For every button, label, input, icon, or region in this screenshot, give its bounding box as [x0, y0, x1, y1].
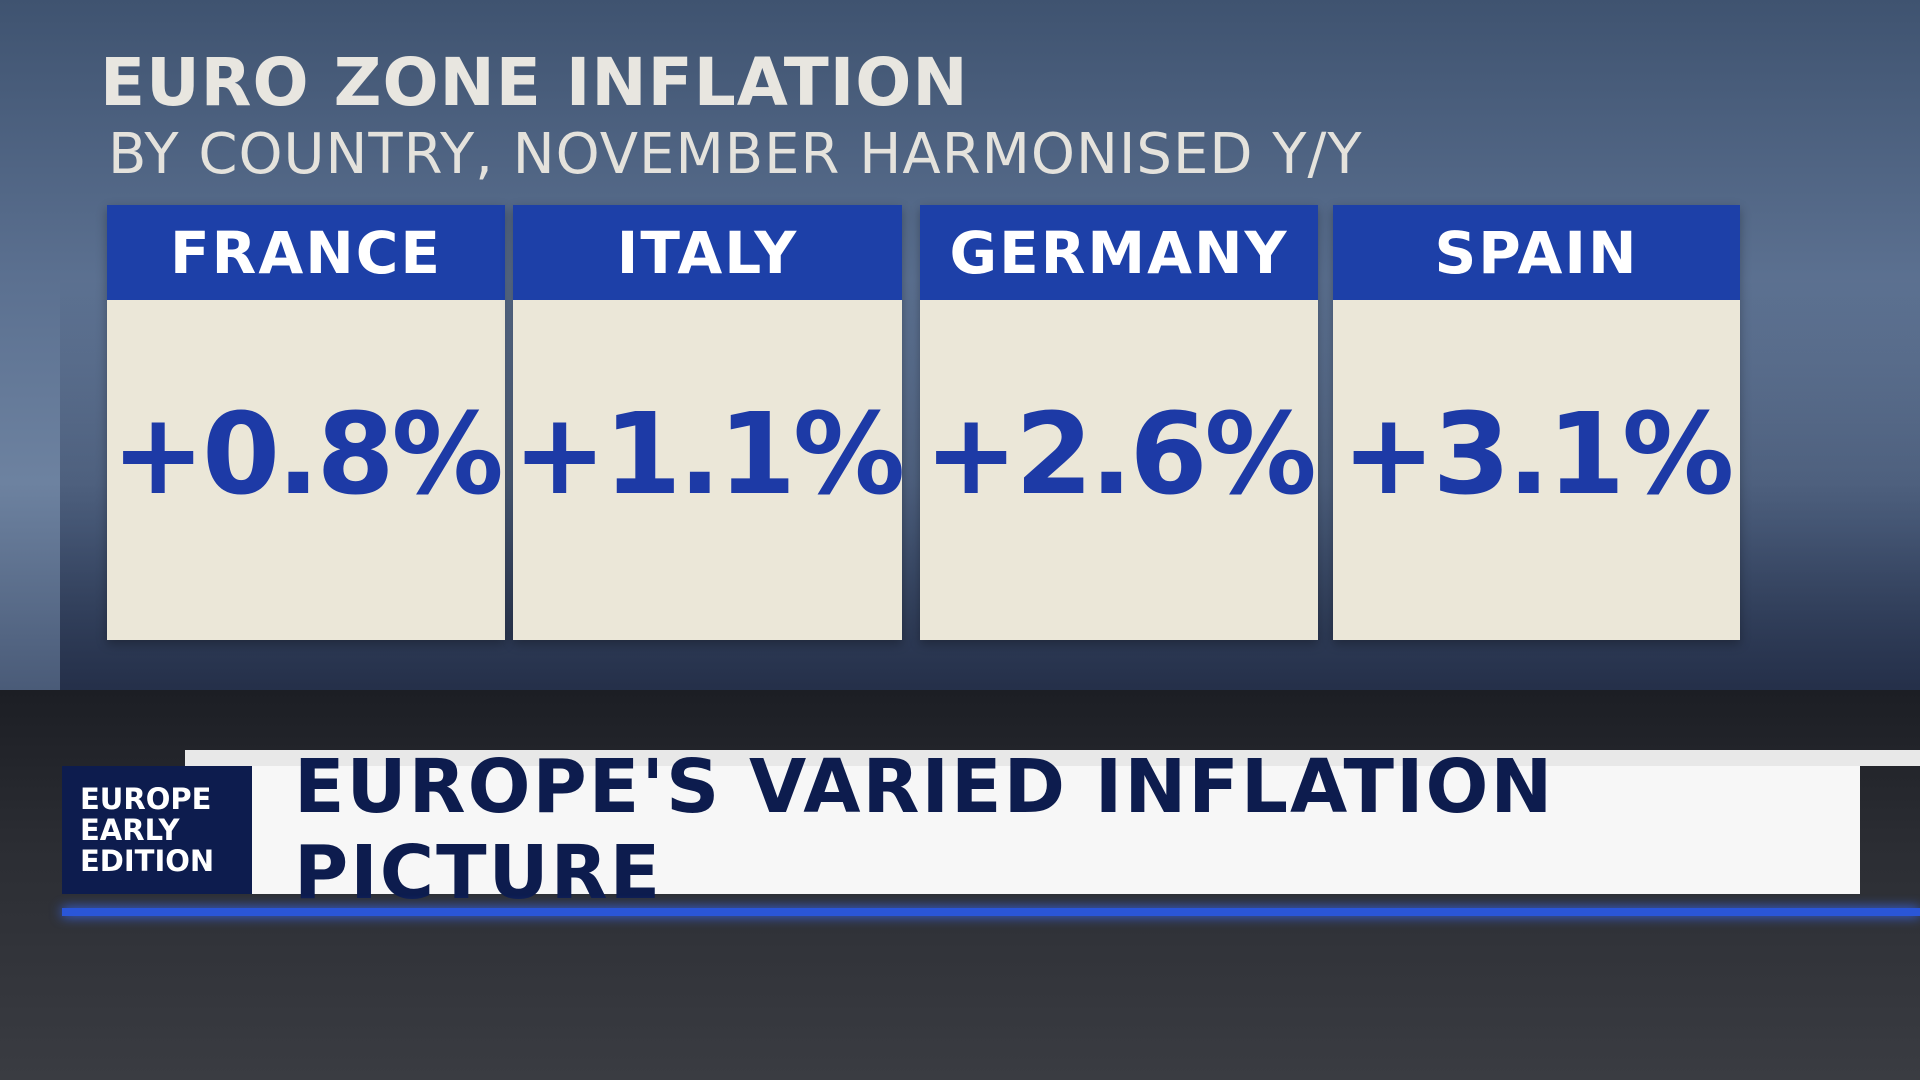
- brand-line: EUROPE: [80, 782, 212, 816]
- subtitle: BY COUNTRY, NOVEMBER HARMONISED Y/Y: [108, 122, 1363, 187]
- display-screen: EURO ZONE INFLATION BY COUNTRY, NOVEMBER…: [0, 0, 1920, 690]
- brand-line: EDITION: [80, 844, 215, 878]
- country-card: ITALY +1.1%: [512, 205, 905, 640]
- lower-third-top-strip: [185, 750, 1920, 766]
- country-name: SPAIN: [1333, 205, 1740, 300]
- brand-line: EARLY: [80, 813, 180, 847]
- country-name: FRANCE: [107, 205, 505, 300]
- country-name: ITALY: [513, 205, 902, 300]
- inflation-value: +1.1%: [512, 390, 905, 520]
- country-card: SPAIN +3.1%: [1333, 205, 1740, 640]
- inflation-value: +0.8%: [111, 390, 503, 520]
- accent-line: [62, 908, 1920, 916]
- country-card: FRANCE +0.8%: [107, 205, 505, 640]
- country-card: GERMANY +2.6%: [920, 205, 1318, 640]
- inflation-value: +2.6%: [924, 390, 1316, 520]
- country-name: GERMANY: [920, 205, 1318, 300]
- show-brand: EUROPE EARLY EDITION: [62, 766, 252, 894]
- headline: EUROPE'S VARIED INFLATION PICTURE: [294, 744, 1555, 916]
- lower-third: EUROPE'S VARIED INFLATION PICTURE: [252, 744, 1860, 916]
- inflation-value: +3.1%: [1341, 390, 1734, 520]
- title: EURO ZONE INFLATION: [100, 44, 969, 121]
